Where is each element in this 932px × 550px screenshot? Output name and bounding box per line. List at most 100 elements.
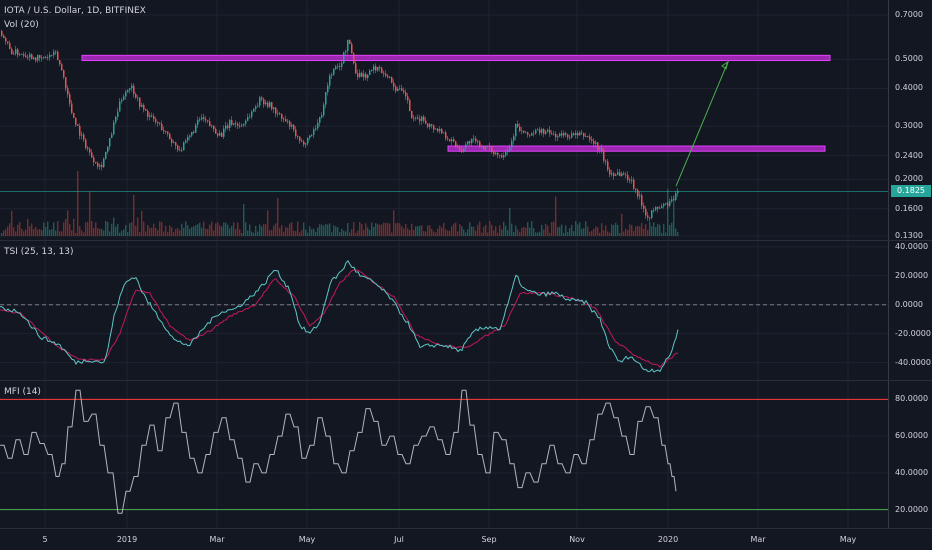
candle-body	[281, 114, 283, 119]
volume-bar	[69, 224, 71, 236]
candle-body	[231, 120, 233, 125]
volume-bar	[371, 222, 373, 236]
candle-body	[331, 74, 333, 76]
volume-bar	[397, 222, 399, 236]
volume-bar	[595, 226, 597, 236]
candle-body	[467, 141, 469, 145]
volume-bar	[311, 229, 313, 236]
y-tick-label: 0.4000	[895, 83, 923, 93]
pane-divider[interactable]	[0, 380, 932, 381]
tsi-chart[interactable]	[0, 241, 888, 380]
volume-bar	[71, 230, 73, 236]
candle-body	[369, 70, 371, 75]
candle-body	[505, 151, 507, 156]
volume-bar	[467, 229, 469, 236]
volume-bar	[441, 227, 443, 236]
pane-divider[interactable]	[0, 240, 932, 241]
candle-body	[341, 63, 343, 67]
time-axis[interactable]: 5 2019 Mar May Jul Sep Nov 2020 Mar May	[0, 529, 888, 550]
candle-body	[591, 139, 593, 141]
candle-body	[31, 54, 33, 60]
y-tick-label: 0.1600	[895, 203, 923, 213]
volume-bar	[179, 230, 181, 236]
last-price-badge: 0.1825	[891, 185, 931, 198]
volume-bar	[31, 223, 33, 236]
candle-body	[13, 53, 15, 55]
candle-body	[223, 128, 225, 137]
candle-body	[407, 96, 409, 101]
volume-bar	[523, 226, 525, 236]
mfi-chart[interactable]	[0, 381, 888, 528]
volume-bar	[333, 225, 335, 236]
candle-body	[219, 133, 221, 136]
candle-body	[5, 38, 7, 42]
volume-bar	[273, 225, 275, 236]
volume-bar	[531, 221, 533, 236]
volume-bar	[281, 225, 283, 236]
candle-body	[313, 129, 315, 135]
volume-bar	[301, 229, 303, 236]
volume-bar	[267, 210, 269, 236]
mfi-axis[interactable]: 80.0000 60.0000 40.0000 20.0000	[888, 381, 932, 528]
candle-body	[243, 123, 245, 126]
candle-body	[251, 111, 253, 117]
volume-bar	[515, 225, 517, 236]
candle-body	[661, 206, 663, 208]
volume-bar	[347, 222, 349, 236]
volume-bar	[235, 228, 237, 236]
volume-bar	[559, 226, 561, 236]
candle-body	[593, 140, 595, 144]
volume-bar	[565, 225, 567, 236]
volume-bar	[633, 230, 635, 236]
volume-bar	[13, 227, 15, 236]
price-pane[interactable]: IOTA / U.S. Dollar, 1D, BITFINEX Vol (20…	[0, 0, 888, 240]
candle-body	[207, 120, 209, 122]
candle-body	[113, 122, 115, 135]
candle-body	[73, 112, 75, 118]
mfi-pane[interactable]: MFI (14)	[0, 381, 888, 528]
candle-body	[145, 109, 147, 111]
volume-bar	[437, 228, 439, 236]
mfi-legend: MFI (14)	[4, 387, 41, 397]
volume-bar	[543, 229, 545, 236]
candle-body	[577, 133, 579, 136]
tsi-pane[interactable]: TSI (25, 13, 13)	[0, 241, 888, 380]
volume-bar	[291, 222, 293, 236]
volume-bar	[89, 191, 91, 236]
volume-bar	[651, 226, 653, 236]
candle-body	[269, 102, 271, 107]
candle-body	[85, 139, 87, 148]
candle-body	[185, 140, 187, 143]
candle-body	[357, 73, 359, 77]
volume-bar	[589, 231, 591, 236]
volume-bar	[123, 229, 125, 236]
volume-bar	[567, 231, 569, 236]
volume-bar	[145, 231, 147, 236]
volume-bar	[453, 223, 455, 236]
candle-body	[349, 39, 351, 45]
candle-body	[465, 144, 467, 149]
price-axis[interactable]: 0.7000 0.5000 0.4000 0.3000 0.2400 0.2000 0.16…	[888, 0, 932, 240]
candle-body	[511, 140, 513, 148]
volume-bar	[173, 232, 175, 236]
volume-bar	[3, 230, 5, 236]
candle-body	[337, 66, 339, 67]
y-tick-label: 20.0000	[895, 504, 929, 514]
volume-bar	[65, 218, 67, 236]
volume-bar	[579, 222, 581, 236]
time-axis-divider	[0, 528, 932, 529]
volume-bar	[165, 225, 167, 236]
candle-body	[225, 125, 227, 129]
candle-body	[401, 88, 403, 91]
candle-body	[605, 160, 607, 162]
candle-body	[51, 54, 53, 56]
candle-body	[271, 102, 273, 110]
volume-bar	[447, 230, 449, 236]
candle-body	[117, 111, 119, 118]
x-tick-label: Jul	[394, 535, 404, 544]
candle-body	[479, 141, 481, 147]
volume-bar	[657, 223, 659, 236]
price-chart[interactable]	[0, 0, 888, 240]
tsi-axis[interactable]: 40.0000 20.0000 0.0000 -20.0000 -40.0000	[888, 241, 932, 380]
volume-bar	[77, 171, 79, 236]
